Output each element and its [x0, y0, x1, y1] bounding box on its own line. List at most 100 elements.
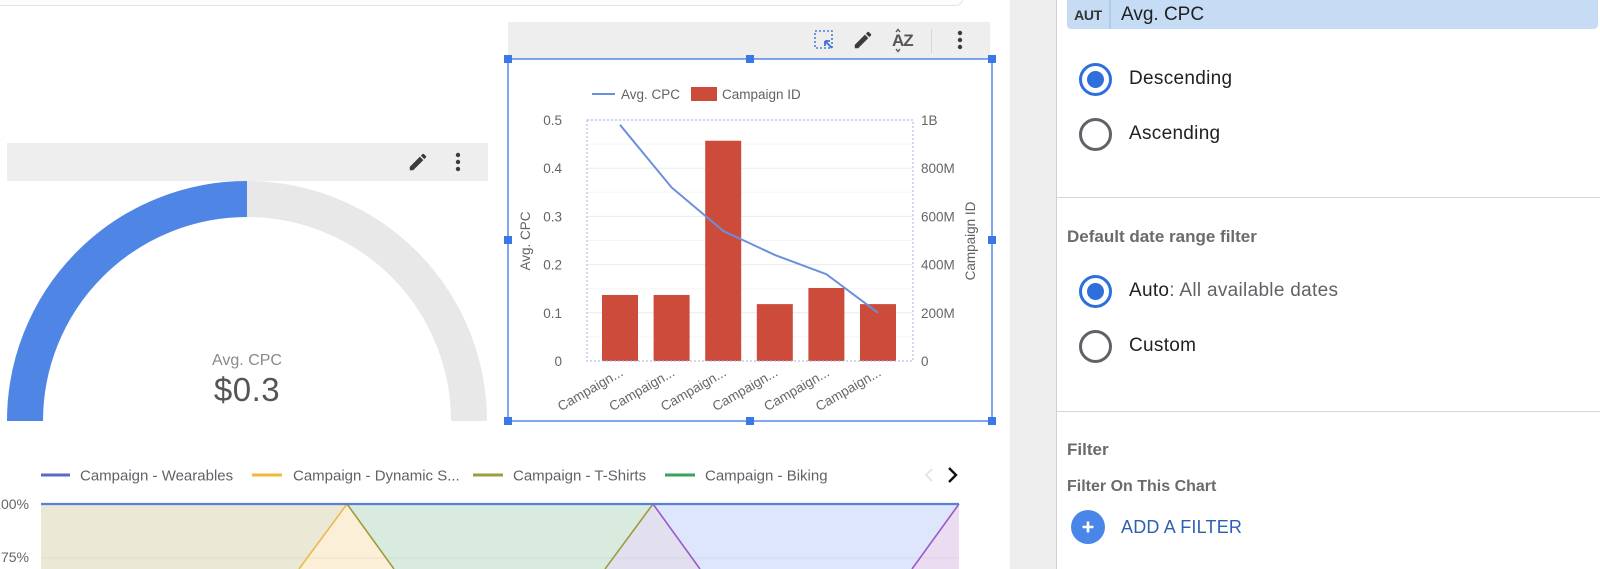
left-tick-label: 0.3: [543, 209, 562, 224]
gauge-fill-arc: [7, 181, 248, 422]
section-divider: [1057, 197, 1600, 198]
plus-icon[interactable]: [1071, 510, 1105, 544]
aggregation-badge[interactable]: AUT: [1067, 0, 1111, 29]
right-tick-label: 200M: [921, 306, 955, 321]
area-chart[interactable]: Campaign - Wearables Campaign - Dynamic …: [0, 467, 960, 569]
bar[interactable]: [808, 287, 845, 361]
bar[interactable]: [602, 294, 638, 361]
resize-handle-nw[interactable]: [504, 55, 512, 63]
right-axis-title: Campaign ID: [963, 201, 978, 280]
resize-handle-se[interactable]: [988, 417, 996, 425]
add-filter-button[interactable]: ADD A FILTER: [1071, 510, 1242, 544]
radio-label: Descending: [1129, 68, 1233, 89]
radio-label: Ascending: [1129, 123, 1221, 144]
left-tick-label: 0.1: [543, 306, 562, 321]
radio-auto-date[interactable]: Auto: All available dates: [1079, 274, 1338, 308]
radio-button-selected[interactable]: [1079, 62, 1112, 96]
y-tick-100: 100%: [0, 496, 29, 512]
properties-panel: AUT Avg. CPC Descending Ascending Defaul…: [1056, 0, 1600, 569]
filter-heading: Filter: [1067, 440, 1109, 459]
radio-ascending[interactable]: Ascending: [1079, 117, 1220, 151]
left-axis-title: Avg. CPC: [518, 211, 533, 270]
x-axis-labels: Campaign...Campaign...Campaign...Campaig…: [555, 365, 884, 414]
radio-custom-date[interactable]: Custom: [1079, 329, 1196, 363]
kebab-icon: [455, 152, 461, 172]
legend-avg-cpc: Avg. CPC: [621, 87, 680, 102]
y-tick-75: 75%: [1, 549, 29, 565]
bar[interactable]: [705, 140, 742, 361]
gauge-card-toolbar: [7, 143, 488, 181]
combo-gridlines: [587, 119, 913, 338]
legend-bar-swatch: [691, 87, 717, 101]
add-filter-label[interactable]: ADD A FILTER: [1121, 516, 1243, 537]
bar[interactable]: [756, 304, 793, 361]
pencil-icon: [854, 31, 872, 49]
toolbar-divider: [931, 29, 932, 53]
selection-frame[interactable]: [504, 55, 996, 425]
combo-bars: [602, 140, 896, 361]
pencil-icon: [409, 153, 427, 171]
resize-handle-s[interactable]: [746, 417, 754, 425]
area-fills: [41, 504, 959, 569]
chevron-left-icon[interactable]: [924, 468, 933, 482]
filter-subheading: Filter On This Chart: [1067, 478, 1217, 495]
avg-cpc-line: [619, 124, 879, 314]
area-lines: [41, 502, 960, 569]
resize-handle-ne[interactable]: [988, 55, 996, 63]
radio-button-selected[interactable]: [1079, 274, 1112, 308]
left-tick-label: 0.2: [543, 258, 562, 273]
legend-wearables[interactable]: Campaign - Wearables: [80, 468, 233, 485]
gauge-edit-button[interactable]: [405, 149, 431, 175]
right-tick-label: 600M: [921, 209, 955, 224]
right-tick-label: 800M: [921, 161, 955, 176]
report-canvas: AZ Avg. CPC Campaign ID: [0, 0, 996, 569]
right-tick-label: 0: [921, 354, 929, 369]
resize-handle-e[interactable]: [988, 236, 996, 244]
combo-chart-toolbar: AZ: [508, 22, 990, 59]
kebab-icon: [957, 30, 963, 50]
combo-legend: Avg. CPC Campaign ID: [592, 87, 801, 102]
legend-dynamic[interactable]: Campaign - Dynamic S...: [293, 468, 460, 485]
gauge-more-button[interactable]: [445, 149, 471, 175]
sort-field-value: Avg. CPC: [1121, 3, 1205, 25]
left-tick-label: 0.4: [543, 161, 562, 176]
resize-handle-w[interactable]: [504, 236, 512, 244]
radio-button[interactable]: [1079, 329, 1112, 363]
sort-button[interactable]: AZ: [889, 27, 915, 53]
radio-button[interactable]: [1079, 117, 1112, 151]
svg-text:AZ: AZ: [892, 31, 913, 50]
radio-label: Custom: [1129, 335, 1197, 356]
right-tick-label: 400M: [921, 258, 955, 273]
resize-handle-sw[interactable]: [504, 417, 512, 425]
bar[interactable]: [860, 304, 896, 361]
date-range-heading: Default date range filter: [1067, 227, 1257, 246]
section-divider: [1057, 411, 1600, 412]
combo-edit-button[interactable]: [850, 27, 876, 53]
legend-campaign-id: Campaign ID: [722, 87, 801, 102]
right-axis-ticks: 0 200M 400M 600M 800M 1B: [921, 113, 955, 369]
chevron-right-icon[interactable]: [948, 467, 958, 483]
area-legend: Campaign - Wearables Campaign - Dynamic …: [41, 467, 958, 485]
left-tick-label: 0.5: [543, 113, 562, 128]
gauge-metric-label: Avg. CPC: [212, 352, 282, 369]
combo-more-button[interactable]: [947, 27, 973, 53]
left-tick-label: 0: [554, 354, 562, 369]
sort-az-icon: AZ: [892, 28, 914, 53]
select-area-icon: [814, 30, 833, 49]
plot-area-border: [586, 119, 914, 362]
right-tick-label: 1B: [921, 113, 938, 128]
radio-label: Auto: [1129, 280, 1170, 301]
panel-gutter: [1010, 0, 1056, 569]
resize-handle-n[interactable]: [746, 55, 754, 63]
bar[interactable]: [653, 294, 690, 361]
gauge-metric-value: $0.3: [213, 371, 281, 408]
legend-biking[interactable]: Campaign - Biking: [705, 468, 828, 485]
combo-chart[interactable]: Avg. CPC Campaign ID 0 0.1 0.2 0.3 0.4 0.5 0 2…: [518, 87, 978, 414]
left-axis-ticks: 0 0.1 0.2 0.3 0.4 0.5: [543, 113, 562, 369]
select-area-button[interactable]: [811, 27, 837, 53]
sort-field-chip[interactable]: AUT Avg. CPC: [1067, 0, 1598, 29]
radio-descending[interactable]: Descending: [1079, 62, 1232, 96]
legend-tshirts[interactable]: Campaign - T-Shirts: [513, 468, 646, 485]
gauge-chart[interactable]: [7, 181, 487, 422]
radio-detail: : All available dates: [1169, 280, 1339, 301]
